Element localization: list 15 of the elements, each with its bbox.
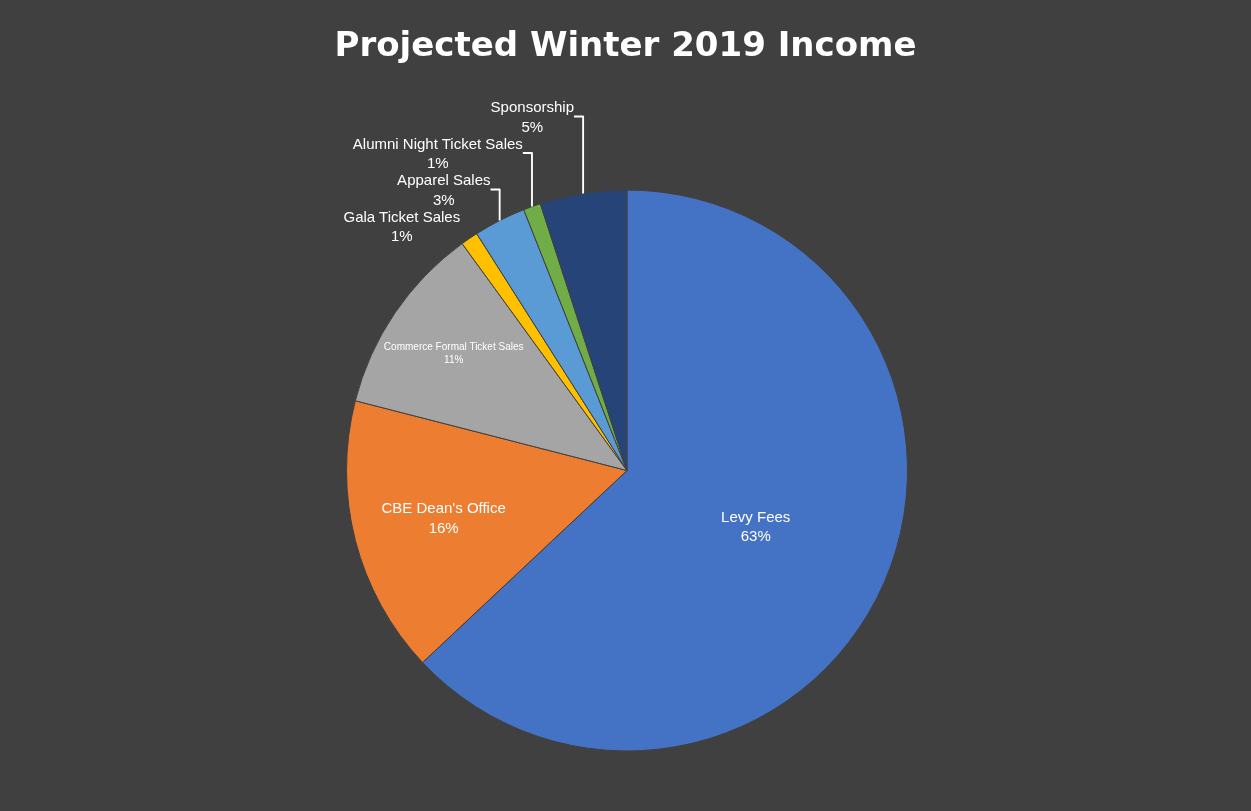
data-label: 3% — [432, 190, 455, 208]
slice-label: Commerce Formal Ticket Sales — [383, 340, 524, 352]
slice-label: CBE Dean's Office — [381, 499, 506, 517]
slice-label: Alumni Night Ticket Sales — [352, 134, 523, 152]
data-label: 1% — [426, 154, 449, 172]
data-label: 11% — [444, 353, 464, 365]
chart-title: Projected Winter 2019 Income — [334, 24, 917, 65]
slice-label: Sponsorship — [490, 98, 574, 116]
slice-label: Gala Ticket Sales — [343, 207, 461, 225]
data-label: 16% — [428, 518, 459, 536]
data-label: 1% — [391, 227, 413, 245]
data-label: 63% — [740, 527, 771, 545]
data-label: 5% — [521, 117, 544, 135]
slice-label: Levy Fees — [721, 507, 791, 525]
slice-label: Apparel Sales — [397, 171, 491, 189]
